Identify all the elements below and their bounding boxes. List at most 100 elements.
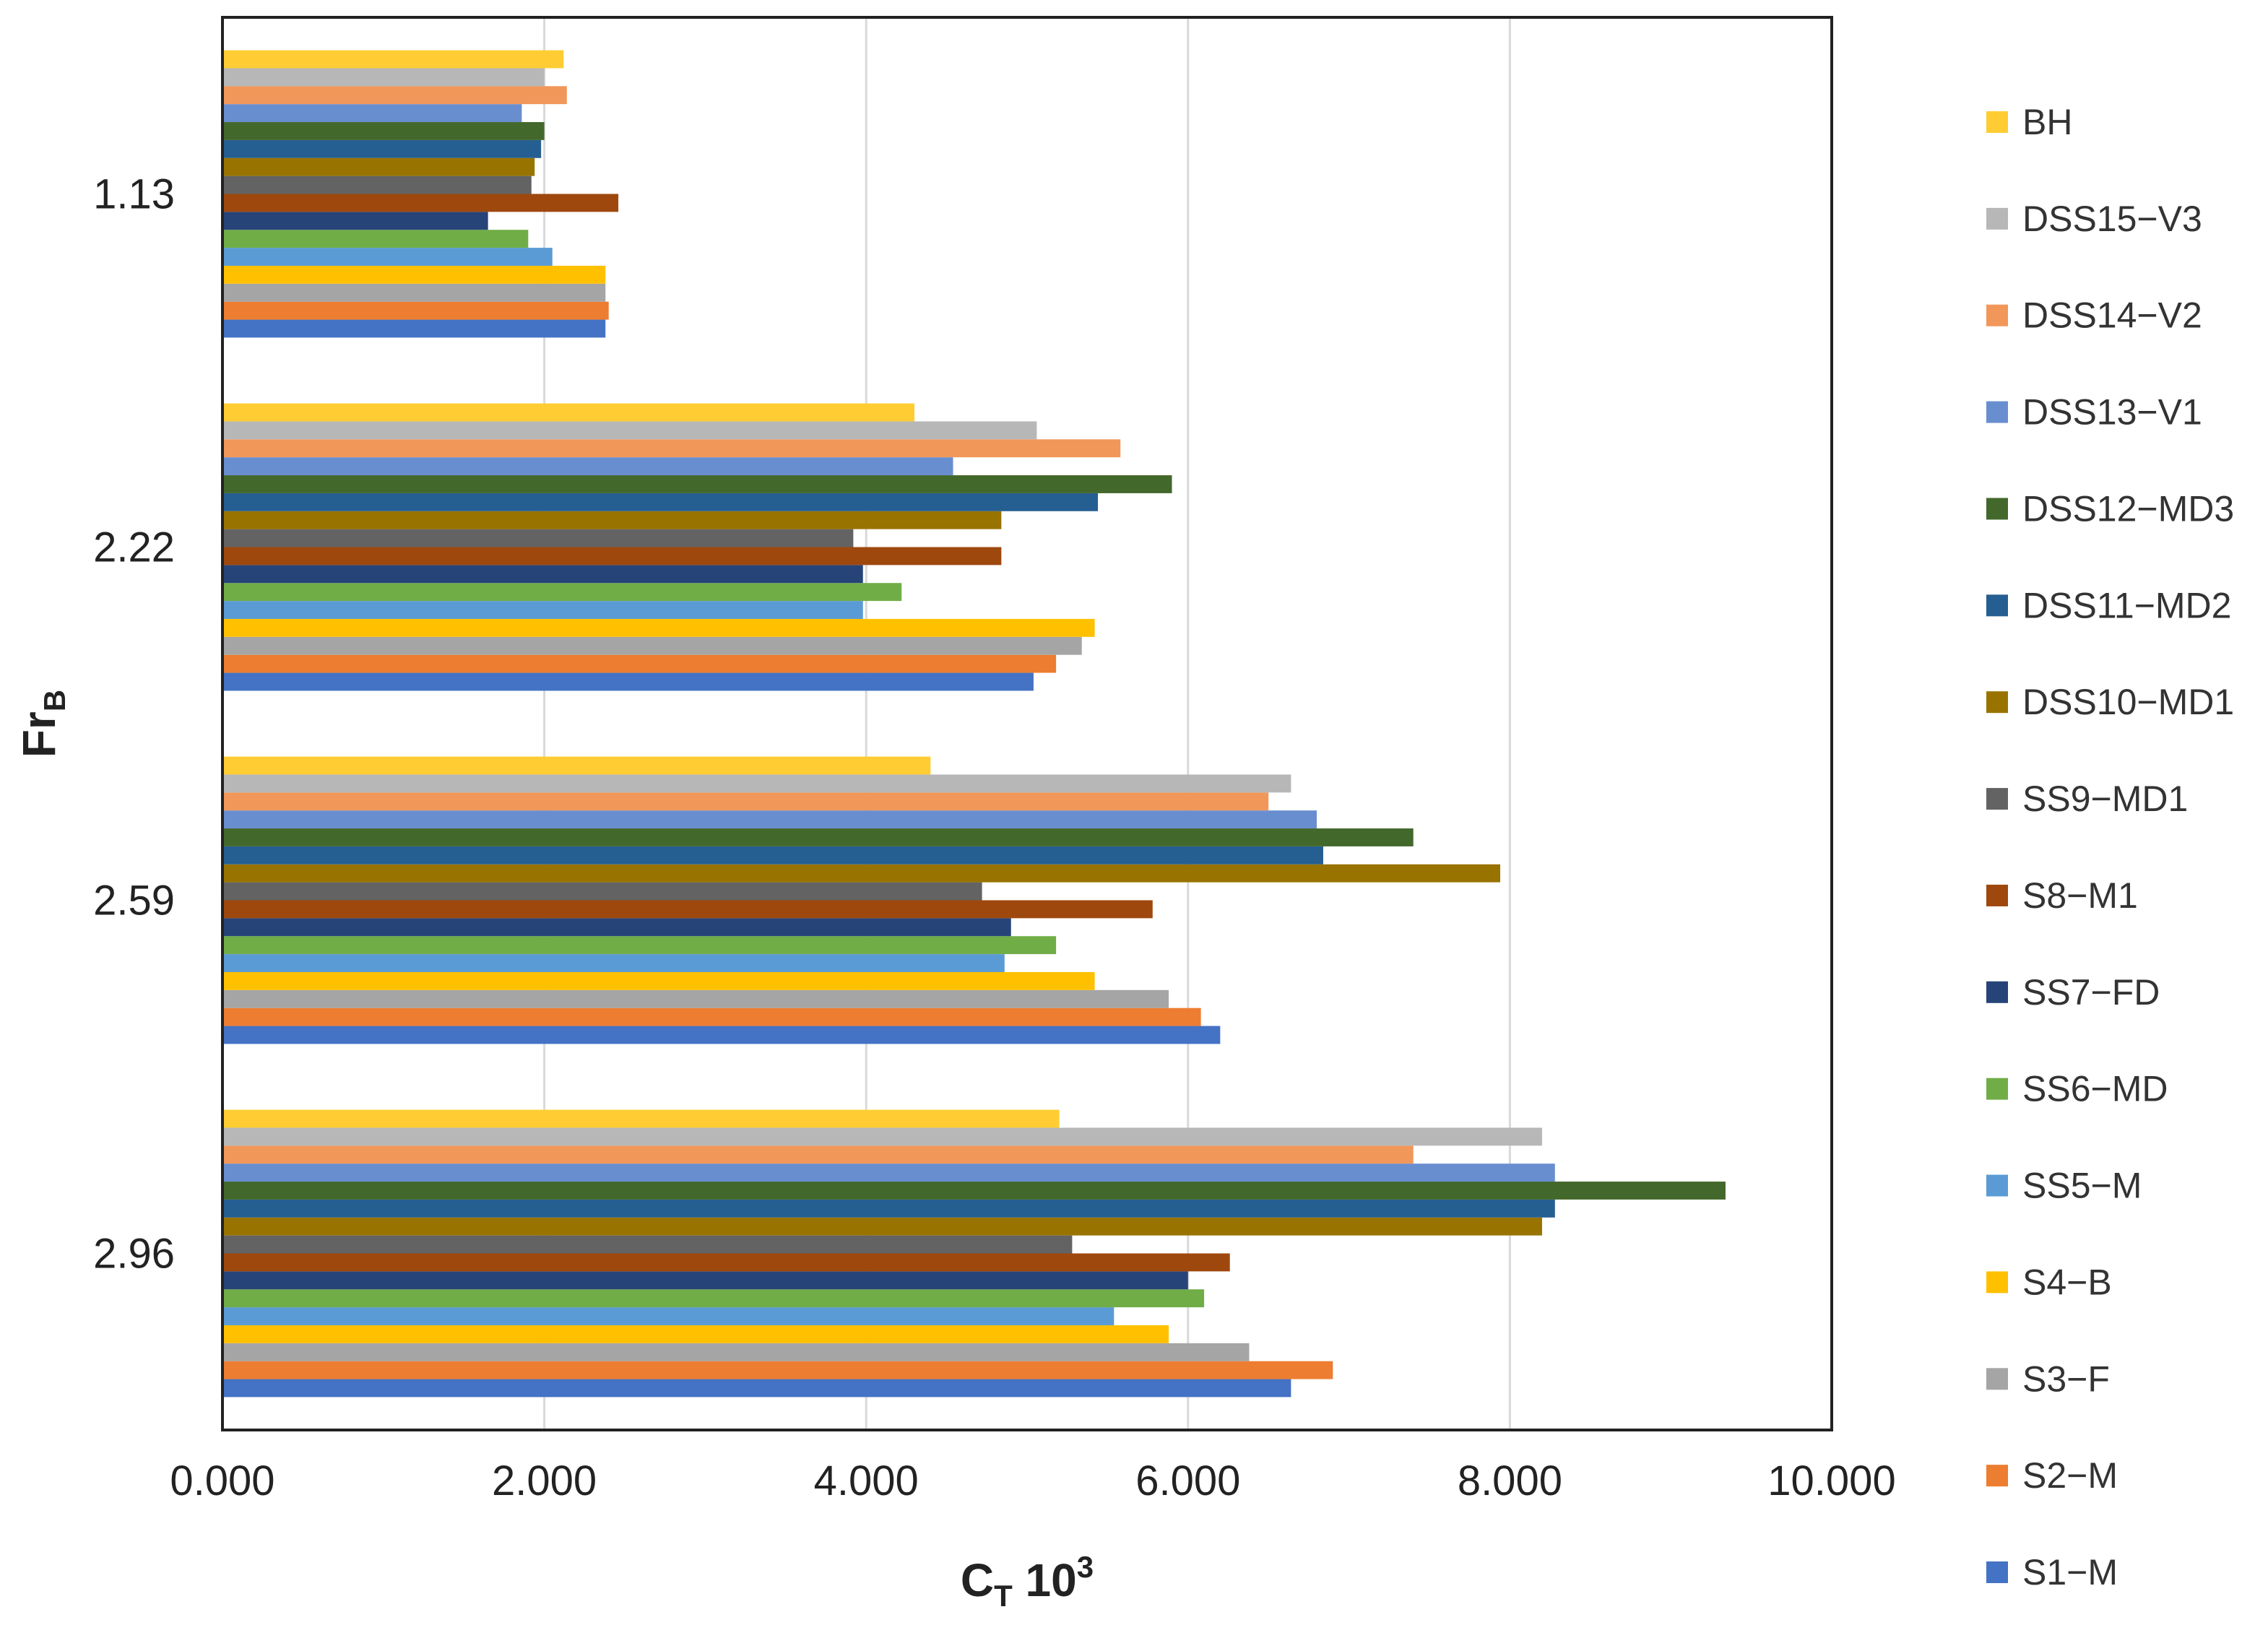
x-axis-title-sub: T [994,1579,1013,1613]
legend-label: S8−M1 [2022,875,2138,916]
x-axis-title-tail: 10 [1013,1554,1077,1606]
legend-swatch [1986,884,2008,906]
bar [222,139,542,158]
bar [222,212,488,230]
bar [222,1271,1188,1290]
bar [222,1199,1555,1218]
y-axis-title-sub: B [38,690,72,711]
plot-frame [221,16,1833,1431]
legend-label: DSS15−V3 [2022,199,2202,239]
bar [222,439,1121,458]
bar [222,248,553,266]
bar [222,936,1057,955]
legend-label: DSS11−MD2 [2022,585,2231,625]
bar [222,1361,1333,1379]
bar [222,529,854,547]
legend-swatch [1986,594,2008,617]
bar [222,547,1002,566]
bar [222,230,529,248]
bar [222,989,1169,1008]
legend-swatch [1986,498,2008,520]
bar [222,265,606,284]
legend-swatch [1986,981,2008,1003]
bar [222,792,1269,811]
bar [222,157,535,176]
bar [222,1253,1230,1272]
bar [222,283,606,302]
legend-label: S2−M [2022,1455,2118,1496]
x-tick-labels: 0.000 2.000 4.000 6.000 8.000 10.000 [170,1457,1895,1504]
legend-swatch [1986,1271,2008,1294]
bar [222,565,863,584]
bar [222,104,522,123]
y-axis-title-main: Fr [13,711,65,758]
bar [222,1008,1201,1026]
bar [222,601,863,619]
bar [222,50,564,69]
legend-label: S3−F [2022,1358,2110,1399]
bar [222,1127,1542,1146]
bar [222,1289,1205,1308]
y-tick-labels: 1.13 2.22 2.59 2.96 [93,171,175,1278]
bar [222,1217,1542,1236]
bar [222,828,1414,846]
x-axis-title-sup: 3 [1077,1550,1094,1584]
bar [222,774,1291,793]
legend-swatch [1986,788,2008,810]
bar [222,86,567,105]
bar [222,1026,1221,1044]
x-tick-label: 0.000 [170,1457,274,1504]
bar [222,1182,1726,1200]
x-axis-title: CT 103 [961,1550,1094,1613]
legend-label: DSS14−V2 [2022,295,2202,336]
bar [222,475,1172,493]
bar [222,68,545,87]
legend-label: S1−M [2022,1552,2118,1592]
legend-swatch [1986,304,2008,326]
legend-label: DSS13−V1 [2022,392,2202,433]
bar [222,672,1034,691]
bar [222,1109,1060,1128]
bar [222,583,902,602]
bar [222,864,1501,883]
bar [222,810,1317,829]
legend-label: S4−B [2022,1262,2112,1302]
legend-swatch [1986,401,2008,423]
bar [222,756,931,775]
bar [222,176,532,194]
bar [222,1379,1291,1398]
bar [222,1343,1250,1361]
bar [222,954,1005,972]
legend-swatch [1986,207,2008,230]
bar [222,636,1082,655]
bar [222,1235,1073,1254]
bar [222,1325,1169,1343]
legend: BH DSS15−V3 DSS14−V2 DSS13−V1 DSS12−MD3 DSS11… [1986,102,2234,1592]
legend-label: DSS12−MD3 [2022,488,2234,529]
bar [222,971,1095,990]
bar [222,403,915,422]
bars [222,50,1726,1398]
legend-swatch [1986,1465,2008,1487]
bar [222,319,606,338]
bar [222,618,1095,637]
x-tick-label: 8.000 [1458,1457,1562,1504]
legend-label: SS7−FD [2022,972,2160,1013]
x-axis-title-main: C [961,1554,994,1606]
x-tick-label: 2.000 [492,1457,597,1504]
bar [222,654,1057,673]
legend-label: BH [2022,102,2072,142]
bar [222,1164,1555,1182]
bar [222,846,1323,864]
y-tick-label: 2.59 [93,878,175,924]
x-tick-label: 4.000 [814,1457,919,1504]
bar [222,1307,1114,1325]
bar [222,122,545,140]
y-axis-title: FrB [13,690,72,758]
bar [222,194,619,212]
bar [222,918,1011,937]
y-tick-label: 2.22 [93,524,175,571]
legend-label: SS9−MD1 [2022,779,2188,819]
legend-swatch [1986,1561,2008,1583]
